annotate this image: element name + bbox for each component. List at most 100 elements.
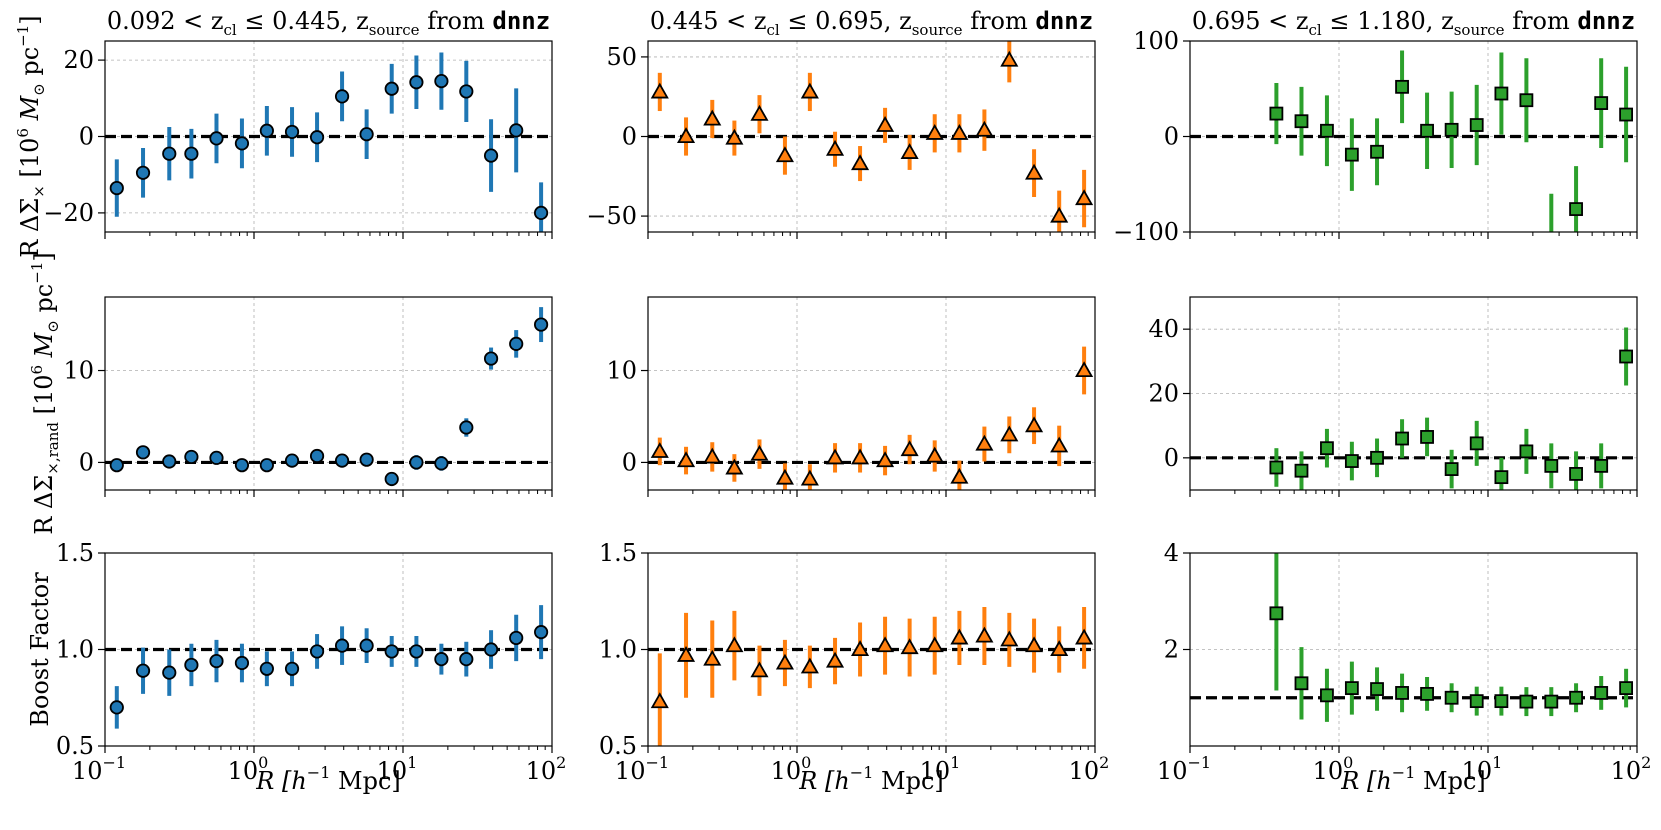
x-tick-label: 100: [1313, 753, 1354, 785]
data-point: [384, 81, 399, 96]
data-point: [1075, 189, 1094, 206]
data-point: [184, 146, 199, 161]
data-point: [1320, 123, 1334, 138]
panel-r1c1: 0 10: [606, 296, 1096, 497]
data-point: [1469, 436, 1484, 451]
data-point: [284, 661, 300, 676]
x-tick-label: 101: [1462, 753, 1503, 785]
y-tick-label: 0: [622, 448, 637, 476]
data-point: [950, 124, 969, 140]
data-point: [384, 644, 399, 659]
data-point: [334, 638, 350, 653]
data-point: [900, 143, 919, 159]
data-point: [750, 444, 769, 461]
data-point: [1619, 107, 1634, 122]
data-point: [851, 640, 870, 657]
data-point: [109, 700, 124, 715]
data-point: [900, 440, 919, 457]
data-point: [1025, 636, 1044, 653]
data-point: [284, 453, 300, 468]
data-point: [1000, 425, 1019, 442]
data-point: [109, 458, 124, 473]
data-point: [184, 449, 199, 465]
data-point: [1269, 106, 1284, 121]
y-axis-label-2: Boost Factor: [26, 572, 54, 727]
y-tick-label: −20: [43, 199, 94, 227]
data-point: [725, 458, 744, 475]
data-point: [825, 139, 845, 156]
data-point: [725, 636, 744, 653]
data-point: [1444, 462, 1459, 476]
data-point: [1294, 463, 1309, 478]
data-point: [750, 104, 769, 121]
data-point: [725, 128, 744, 145]
data-point: [1075, 361, 1094, 378]
data-point: [703, 109, 722, 126]
data-point: [1050, 640, 1069, 657]
data-point: [1469, 694, 1484, 709]
y-tick-label: 0.5: [599, 732, 637, 760]
data-point: [900, 638, 919, 655]
data-point: [434, 652, 449, 667]
data-point: [950, 467, 969, 484]
data-point: [1519, 694, 1534, 709]
y-tick-label: 0: [1164, 444, 1179, 472]
data-point: [1619, 681, 1634, 695]
data-point: [483, 351, 499, 366]
axes-frame: [647, 296, 1096, 491]
data-point: [259, 661, 274, 676]
data-point: [162, 146, 177, 161]
y-tick-label: 10: [606, 357, 637, 385]
data-point: [309, 448, 325, 464]
data-point: [1420, 430, 1434, 444]
data-point: [184, 657, 199, 673]
data-point: [1519, 93, 1534, 108]
panel-r2c2: 2 4 10−1 100 101 102 R [h−1 Mpc]: [1157, 539, 1651, 795]
data-point: [1594, 458, 1609, 473]
data-point: [1619, 349, 1634, 364]
y-tick-label: 10: [63, 357, 94, 385]
y-tick-label: −100: [1113, 218, 1179, 246]
series: [650, 607, 1094, 746]
data-point: [1050, 436, 1069, 453]
panel-r2c1: 0.5 1.0 1.5 10−1 100 101 102 R [h−1 Mpc]: [599, 539, 1110, 795]
y-tick-label: 0: [1164, 123, 1179, 151]
column-title-1: 0.445 < zcl ≤ 0.695, zsource from dnnz: [650, 7, 1093, 39]
x-tick-label: 10−1: [72, 753, 126, 785]
data-point: [925, 446, 944, 463]
data-point: [135, 663, 151, 678]
data-point: [750, 661, 769, 678]
y-tick-label: 1.5: [599, 539, 637, 567]
data-point: [925, 636, 944, 653]
axes-frame: [104, 296, 553, 491]
data-point: [800, 82, 819, 99]
data-point: [1544, 694, 1559, 709]
data-point: [309, 644, 325, 659]
data-point: [1294, 114, 1309, 129]
y-tick-label: 100: [1133, 27, 1179, 55]
data-point: [1344, 147, 1359, 162]
data-point: [1545, 245, 1557, 257]
column-title-2: 0.695 < zcl ≤ 1.180, zsource from dnnz: [1192, 7, 1635, 39]
data-point: [259, 123, 274, 138]
x-tick-label: 102: [1069, 753, 1110, 785]
panel-r0c2: −100 0 100: [1113, 27, 1638, 257]
y-tick-label: 2: [1164, 636, 1179, 664]
data-point: [135, 165, 151, 180]
y-tick-label: 1.0: [56, 636, 94, 664]
data-point: [1594, 686, 1609, 700]
data-point: [209, 450, 224, 465]
data-point: [1420, 686, 1434, 701]
data-point: [1395, 431, 1409, 446]
data-point: [483, 642, 499, 657]
y-axis-label-1: R ΔΣ×,rand [106 M⊙ pc−1]: [28, 252, 62, 535]
data-point: [1469, 118, 1484, 132]
x-tick-label: 102: [526, 753, 567, 785]
data-point: [825, 448, 845, 465]
data-point: [334, 89, 350, 104]
data-point: [975, 626, 994, 643]
data-point: [359, 127, 374, 142]
data-point: [162, 665, 177, 680]
x-tick-label: 10−1: [615, 753, 669, 785]
